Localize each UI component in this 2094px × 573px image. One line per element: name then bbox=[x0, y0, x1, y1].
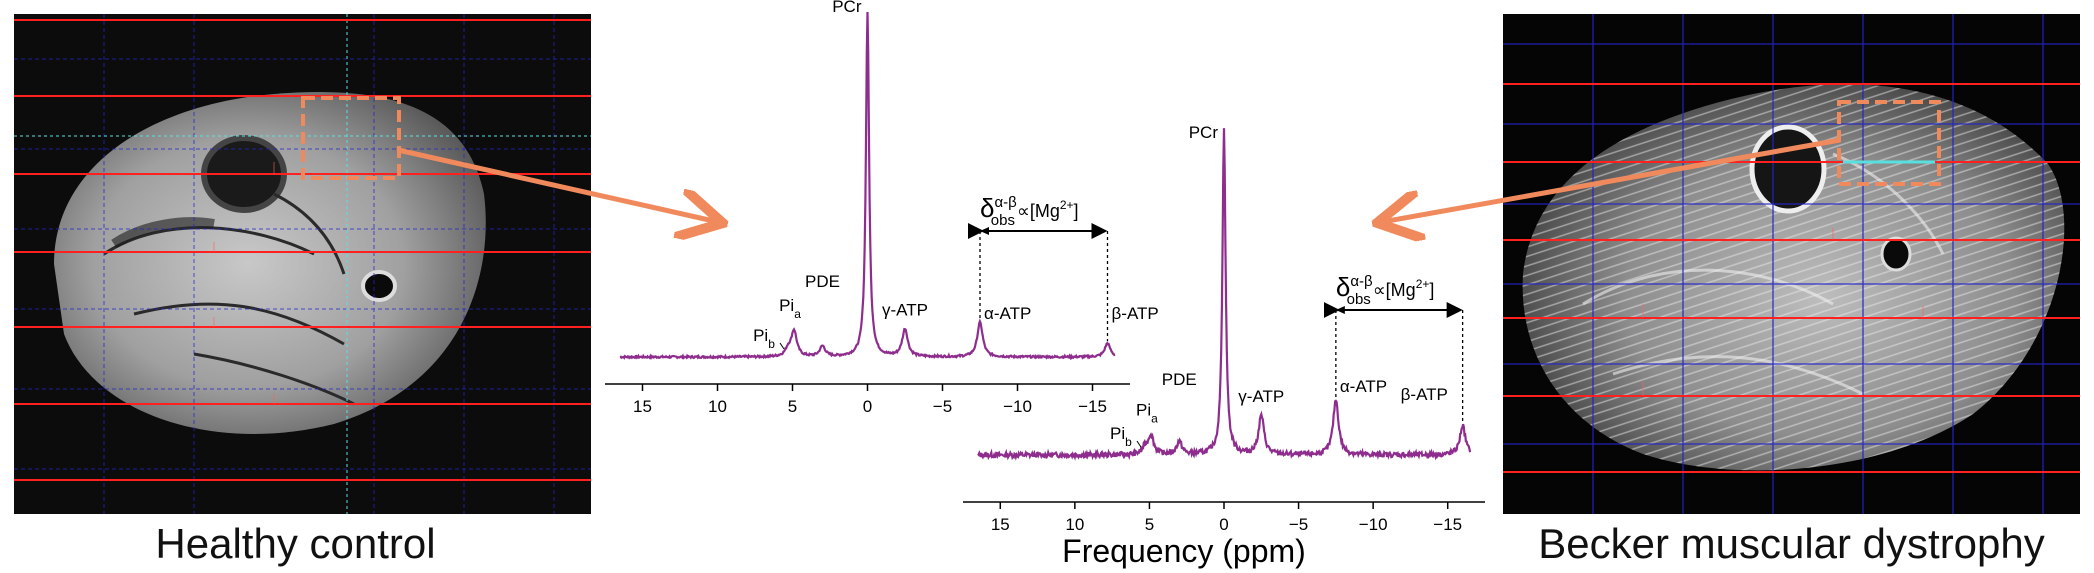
x-tick-label: −15 bbox=[1433, 515, 1462, 534]
csi-red-traces bbox=[14, 19, 591, 481]
x-tick-label: −10 bbox=[1003, 397, 1032, 416]
csi-grid-blue bbox=[14, 14, 591, 514]
mri-healthy-control bbox=[14, 14, 591, 514]
mri-becker-image bbox=[1503, 14, 2080, 514]
mri-becker bbox=[1503, 14, 2080, 514]
peak-label: PCr bbox=[832, 0, 862, 16]
peak-label-subscript: a bbox=[794, 307, 801, 321]
peak-label: PDE bbox=[1162, 370, 1197, 389]
mg-text: ∝[Mg bbox=[1017, 201, 1060, 221]
delta-annotation: δα-β obs ∝[Mg2+] bbox=[980, 193, 1079, 229]
peak-label: Pia bbox=[779, 296, 801, 321]
arrow-becker-to-spectrum bbox=[1382, 137, 1841, 222]
delta-arrow-head-left bbox=[1335, 306, 1345, 314]
peak-label: β-ATP bbox=[1401, 385, 1448, 404]
x-tick-label: 10 bbox=[708, 397, 727, 416]
peak-label-subscript: a bbox=[1151, 412, 1158, 426]
x-tick-label: 5 bbox=[788, 397, 797, 416]
peak-label-leader bbox=[779, 342, 785, 350]
x-tick-label: −5 bbox=[1289, 515, 1308, 534]
delta-symbol: δ bbox=[1336, 272, 1350, 302]
x-tick-label: 5 bbox=[1145, 515, 1154, 534]
arrow-healthy-to-spectrum bbox=[397, 147, 718, 222]
spectrum-trace bbox=[619, 11, 1116, 361]
x-tick-label: 0 bbox=[1219, 515, 1228, 534]
peak-label-text: γ-ATP bbox=[882, 300, 928, 319]
peak-label: γ-ATP bbox=[882, 300, 928, 319]
peak-label-text: PCr bbox=[832, 0, 862, 16]
delta-arrow-head-left bbox=[980, 227, 989, 235]
x-tick-label: 0 bbox=[863, 397, 872, 416]
peak-label-text: β-ATP bbox=[1112, 304, 1159, 323]
leg-cross-section bbox=[54, 92, 486, 434]
peak-label-subscript: b bbox=[1125, 435, 1132, 449]
x-tick-label: 15 bbox=[991, 515, 1010, 534]
csi-red-traces bbox=[1503, 83, 2080, 473]
mri-healthy-image bbox=[14, 14, 591, 514]
delta-superscript: α-β bbox=[1350, 273, 1373, 290]
peak-label-leader bbox=[1136, 440, 1142, 448]
csi-grid-blue bbox=[1503, 14, 2080, 514]
caption-becker: Becker muscular dystrophy bbox=[1538, 520, 2045, 567]
bone-fibula bbox=[361, 270, 397, 302]
bone-fibula bbox=[1880, 236, 1912, 272]
mg-text: ∝[Mg bbox=[1373, 280, 1416, 300]
peak-label-text: PCr bbox=[1189, 123, 1219, 142]
peak-label-text: γ-ATP bbox=[1238, 387, 1284, 406]
peak-label-text: Pi bbox=[779, 296, 794, 315]
peak-label: γ-ATP bbox=[1238, 387, 1284, 406]
mg-ion-superscript: 2+ bbox=[1060, 198, 1074, 212]
peak-label-text: α-ATP bbox=[1340, 377, 1387, 396]
delta-annotation: δα-β obs ∝[Mg2+] bbox=[1336, 272, 1435, 308]
peak-label: Pia bbox=[1136, 401, 1158, 426]
peak-label: β-ATP bbox=[1112, 304, 1159, 323]
delta-subscript: obs bbox=[1347, 291, 1371, 308]
delta-superscript: α-β bbox=[994, 194, 1017, 211]
x-tick-label: −10 bbox=[1359, 515, 1388, 534]
x-tick-label: −5 bbox=[933, 397, 952, 416]
peak-label: PCr bbox=[1189, 123, 1219, 142]
delta-symbol: δ bbox=[980, 193, 994, 223]
peak-label-text: α-ATP bbox=[984, 304, 1031, 323]
mg-close-bracket: ] bbox=[1074, 201, 1079, 221]
peak-label-text: PDE bbox=[1162, 370, 1197, 389]
peak-label: α-ATP bbox=[984, 304, 1031, 323]
delta-subscript: obs bbox=[991, 212, 1015, 229]
peak-label: PDE bbox=[805, 272, 840, 291]
caption-healthy-control: Healthy control bbox=[155, 520, 436, 567]
peak-label: Pib bbox=[753, 326, 775, 351]
x-axis-label: Frequency (ppm) bbox=[1062, 533, 1306, 569]
peak-label-text: PDE bbox=[805, 272, 840, 291]
peak-label-text: Pi bbox=[753, 326, 768, 345]
peak-label: Pib bbox=[1110, 424, 1132, 449]
peak-label: α-ATP bbox=[1340, 377, 1387, 396]
x-tick-label: 15 bbox=[633, 397, 652, 416]
selected-voxel-box bbox=[301, 96, 401, 180]
mg-close-bracket: ] bbox=[1429, 280, 1434, 300]
peak-label-text: β-ATP bbox=[1401, 385, 1448, 404]
x-tick-label: 10 bbox=[1065, 515, 1084, 534]
mg-ion-superscript: 2+ bbox=[1416, 277, 1430, 291]
peak-label-subscript: b bbox=[768, 337, 775, 351]
peak-label-text: Pi bbox=[1110, 424, 1125, 443]
x-tick-label: −15 bbox=[1078, 397, 1107, 416]
peak-label-text: Pi bbox=[1136, 401, 1151, 420]
spectrum-trace bbox=[977, 128, 1472, 461]
